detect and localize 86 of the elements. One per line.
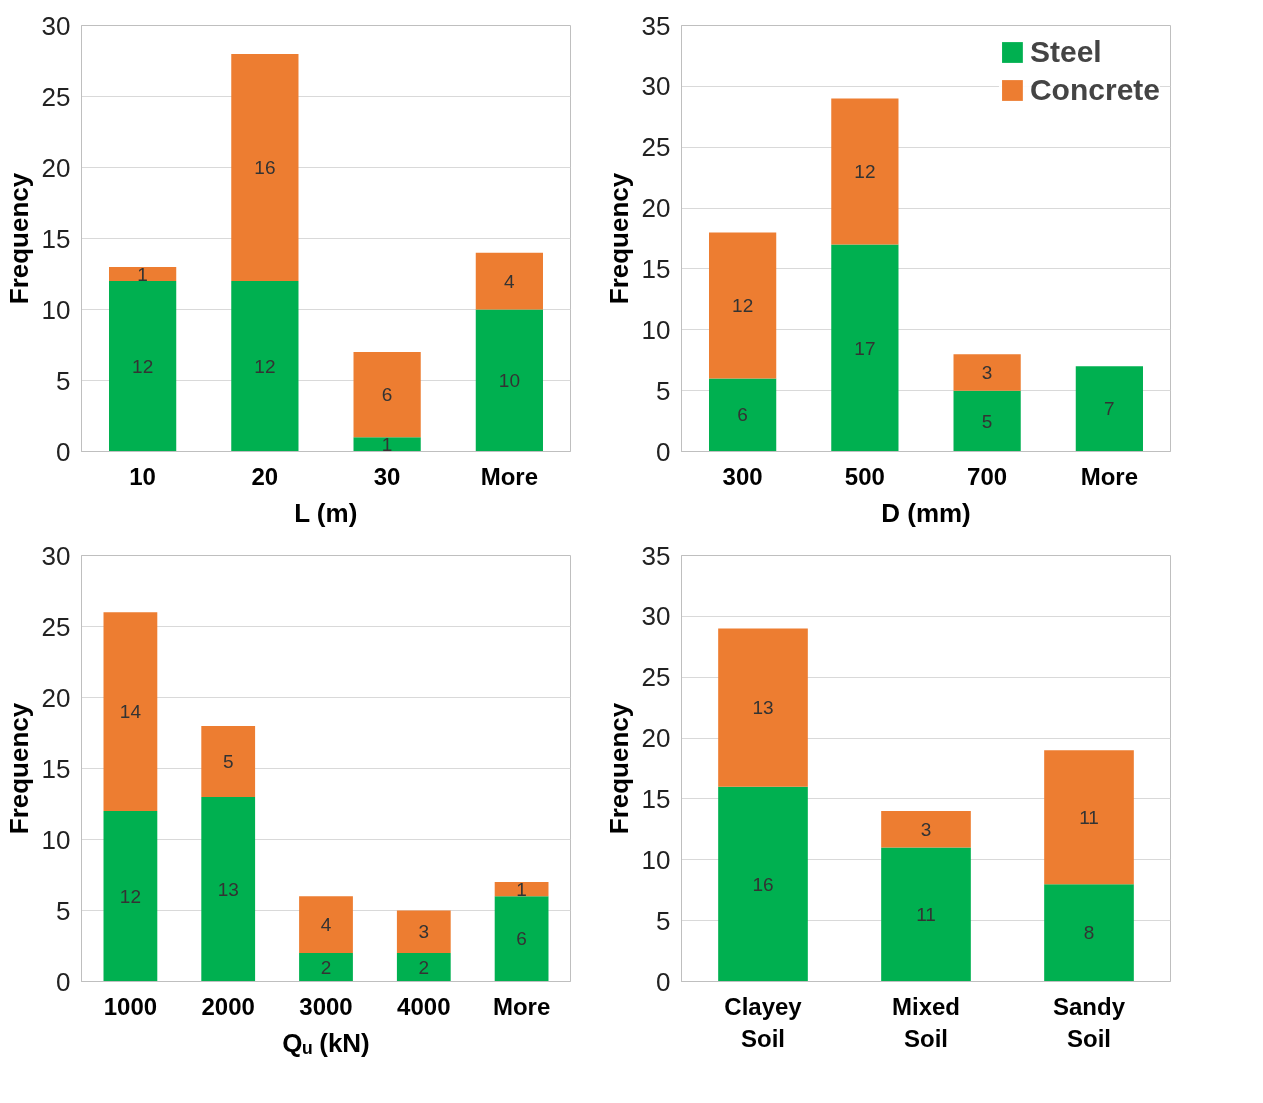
y-tick-label: 10 [641, 844, 671, 875]
y-tick-label: 15 [641, 783, 671, 814]
y-tick-label: 10 [41, 294, 71, 325]
y-tick-label: 35 [641, 540, 671, 571]
data-label: 3 [920, 818, 932, 840]
y-tick-label: 20 [641, 723, 671, 754]
x-axis-title: D (mm) [881, 497, 971, 528]
data-label: 1 [381, 433, 393, 455]
x-axis-title: L (m) [294, 497, 358, 528]
y-tick-label: 10 [641, 314, 671, 345]
data-label: 7 [1104, 398, 1115, 420]
data-label: 1 [516, 878, 527, 900]
y-tick-label: 20 [41, 682, 71, 713]
x-tick-label: More [1080, 462, 1139, 490]
data-label: 13 [752, 697, 774, 719]
x-tick-label: 10 [129, 462, 156, 490]
x-tick-label: 20 [251, 462, 279, 490]
y-tick-label: 0 [56, 436, 71, 467]
legend-label: Concrete [1029, 73, 1160, 107]
data-label: 5 [222, 750, 234, 772]
x-tick-label: 1000 [103, 992, 158, 1020]
data-label: 3 [418, 921, 430, 943]
x-axis-title: Qᵤ (kN) [282, 1027, 370, 1058]
y-tick-label: 20 [641, 193, 671, 224]
y-tick-label: 25 [641, 132, 671, 163]
y-axis-title: Frequency [3, 702, 34, 835]
data-label: 16 [752, 873, 774, 895]
y-tick-label: 30 [41, 540, 71, 571]
legend-label: Steel [1029, 35, 1102, 69]
x-tick-label: 30 [373, 462, 401, 490]
data-label: 11 [1079, 806, 1099, 828]
data-label: 6 [737, 404, 748, 426]
data-label: 12 [732, 294, 754, 316]
y-tick-label: 0 [56, 966, 71, 997]
y-tick-label: 15 [641, 253, 671, 284]
x-tick-label: 2000 [201, 992, 255, 1020]
data-label: 10 [498, 370, 520, 391]
y-tick-label: 25 [41, 81, 71, 112]
x-tick-label: More [492, 992, 551, 1020]
data-label: 6 [381, 384, 393, 406]
data-label: 2 [320, 956, 332, 978]
x-tick-label: Mixed Soil [891, 992, 961, 1052]
y-tick-label: 30 [41, 10, 71, 41]
y-tick-label: 25 [41, 611, 71, 642]
y-tick-label: 15 [41, 223, 71, 254]
y-tick-label: 15 [41, 753, 71, 784]
data-label: 17 [854, 337, 876, 359]
x-tick-label: Sandy Soil [1052, 992, 1126, 1052]
data-label: 4 [504, 270, 516, 292]
x-tick-label: 3000 [299, 992, 353, 1020]
data-label: 16 [254, 157, 276, 178]
x-tick-label: 4000 [397, 992, 451, 1020]
data-label: 14 [119, 701, 142, 723]
x-tick-label: More [480, 462, 539, 490]
data-label: 1 [137, 263, 148, 285]
x-tick-label: 500 [844, 462, 885, 490]
data-label: 6 [516, 928, 527, 950]
data-label: 12 [854, 161, 876, 183]
y-tick-label: 5 [656, 905, 671, 936]
y-tick-label: 10 [41, 824, 71, 855]
y-tick-label: 30 [641, 601, 671, 632]
y-axis-title: Frequency [3, 172, 34, 305]
data-label: 11 [916, 904, 936, 926]
y-tick-label: 25 [641, 662, 671, 693]
y-tick-label: 20 [41, 152, 71, 183]
data-label: 12 [254, 355, 276, 377]
y-axis-title: Frequency [603, 702, 634, 835]
y-tick-label: 35 [641, 10, 671, 41]
x-tick-label: Clayey Soil [724, 992, 803, 1052]
data-label: 3 [981, 361, 993, 383]
y-tick-label: 5 [56, 365, 71, 396]
y-tick-label: 0 [656, 436, 671, 467]
data-label: 8 [1083, 922, 1095, 944]
data-label: 12 [132, 355, 154, 377]
data-label: 4 [320, 914, 332, 936]
y-tick-label: 5 [56, 895, 71, 926]
x-tick-label: 700 [967, 462, 1008, 490]
y-tick-label: 0 [656, 966, 671, 997]
y-axis-title: Frequency [603, 172, 634, 305]
x-tick-label: 300 [722, 462, 763, 490]
data-label: 12 [119, 885, 141, 907]
data-label: 5 [981, 410, 993, 432]
y-tick-label: 5 [656, 375, 671, 406]
y-tick-label: 30 [641, 71, 671, 102]
data-label: 2 [418, 956, 430, 978]
data-label: 13 [217, 878, 239, 900]
